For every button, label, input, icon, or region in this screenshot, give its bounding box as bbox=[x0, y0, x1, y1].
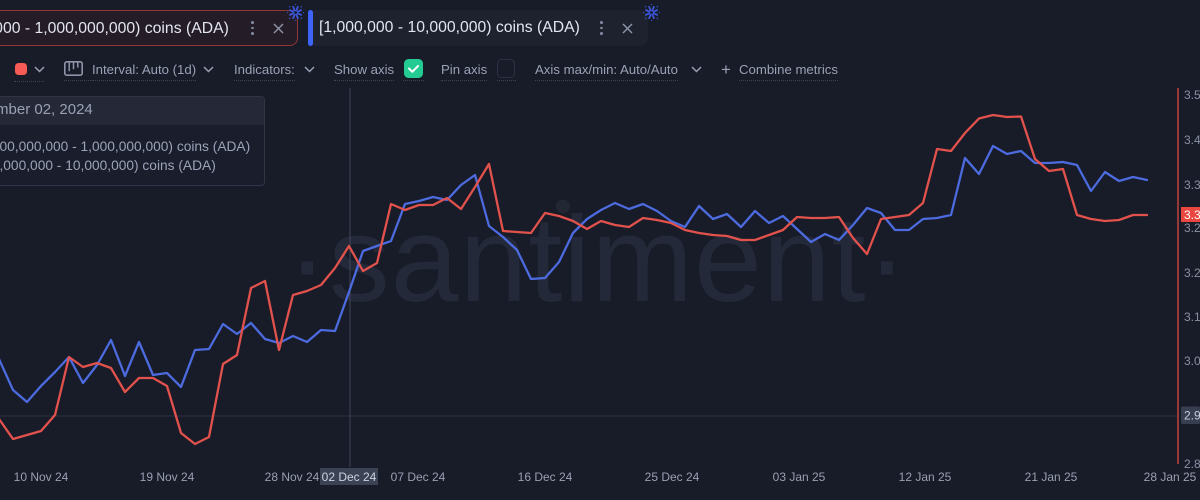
svg-text:3.1: 3.1 bbox=[1184, 310, 1200, 324]
svg-text:3.0: 3.0 bbox=[1184, 354, 1200, 368]
svg-text:2.8: 2.8 bbox=[1184, 457, 1200, 471]
svg-text:3.4: 3.4 bbox=[1184, 133, 1200, 147]
svg-text:28 Nov 24: 28 Nov 24 bbox=[265, 470, 320, 484]
svg-text:3.2: 3.2 bbox=[1184, 266, 1200, 280]
svg-text:3.2: 3.2 bbox=[1184, 221, 1200, 235]
svg-text:21 Jan 25: 21 Jan 25 bbox=[1025, 470, 1078, 484]
svg-text:3.5: 3.5 bbox=[1184, 88, 1200, 102]
svg-text:3.3: 3.3 bbox=[1184, 208, 1200, 222]
svg-text:16 Dec 24: 16 Dec 24 bbox=[518, 470, 573, 484]
svg-text:2.9: 2.9 bbox=[1184, 409, 1200, 423]
svg-text:19 Nov 24: 19 Nov 24 bbox=[140, 470, 195, 484]
svg-text:25 Dec 24: 25 Dec 24 bbox=[645, 470, 700, 484]
svg-text:10 Nov 24: 10 Nov 24 bbox=[14, 470, 69, 484]
svg-text:03 Jan 25: 03 Jan 25 bbox=[773, 470, 826, 484]
svg-text:02 Dec 24: 02 Dec 24 bbox=[322, 470, 377, 484]
svg-text:12 Jan 25: 12 Jan 25 bbox=[899, 470, 952, 484]
svg-text:07 Dec 24: 07 Dec 24 bbox=[391, 470, 446, 484]
svg-text:28 Jan 25: 28 Jan 25 bbox=[1144, 470, 1197, 484]
svg-text:3.3: 3.3 bbox=[1184, 178, 1200, 192]
